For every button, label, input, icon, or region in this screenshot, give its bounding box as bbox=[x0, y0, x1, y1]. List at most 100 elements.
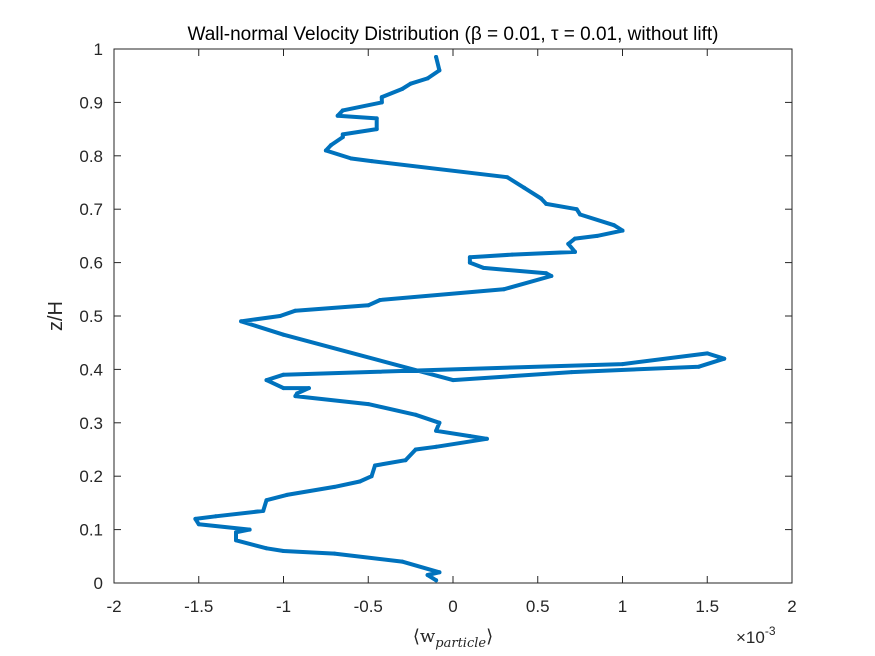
data-point bbox=[306, 386, 311, 391]
data-point bbox=[434, 578, 439, 583]
data-point bbox=[323, 148, 328, 153]
y-tick-label: 0.1 bbox=[79, 521, 103, 540]
data-point bbox=[264, 378, 269, 383]
y-tick-label: 1 bbox=[94, 40, 103, 59]
data-point bbox=[544, 201, 549, 206]
y-tick-label: 0.6 bbox=[79, 254, 103, 273]
x-axis-multiplier-exponent: -3 bbox=[765, 624, 776, 638]
data-point bbox=[425, 76, 430, 81]
data-point bbox=[193, 516, 198, 521]
data-point bbox=[574, 207, 579, 212]
data-point bbox=[705, 351, 710, 356]
data-point bbox=[467, 255, 472, 260]
data-point bbox=[549, 274, 554, 278]
data-point bbox=[620, 228, 625, 233]
data-point bbox=[437, 420, 442, 425]
data-points bbox=[193, 55, 727, 583]
data-point bbox=[467, 260, 472, 265]
data-point bbox=[510, 252, 515, 257]
x-tick-labels: -2 -1.5 -1 -0.5 0 0.5 1 1.5 2 bbox=[106, 597, 796, 616]
data-point bbox=[369, 159, 374, 164]
y-tick-label: 0.5 bbox=[79, 307, 103, 326]
x-tick-label: -2 bbox=[106, 597, 121, 616]
x-tick-label: 1.5 bbox=[695, 597, 719, 616]
data-point bbox=[335, 113, 340, 118]
data-point bbox=[400, 559, 405, 564]
data-point bbox=[278, 314, 283, 318]
data-point bbox=[234, 538, 238, 543]
data-point bbox=[569, 370, 574, 375]
x-tick-label: -1 bbox=[276, 597, 291, 616]
x-axis-multiplier-base: ×10 bbox=[736, 628, 765, 647]
data-point bbox=[722, 356, 727, 361]
data-point bbox=[573, 249, 577, 254]
data-point bbox=[340, 132, 345, 137]
data-point bbox=[281, 386, 286, 391]
data-point bbox=[437, 570, 442, 575]
data-point bbox=[501, 287, 506, 292]
x-tick-label: 2 bbox=[787, 597, 796, 616]
data-point bbox=[349, 156, 354, 161]
data-point bbox=[247, 527, 252, 532]
y-tick-label: 0.2 bbox=[79, 467, 103, 486]
data-point bbox=[578, 212, 583, 217]
data-point bbox=[357, 479, 362, 484]
data-point bbox=[281, 549, 286, 553]
data-point bbox=[481, 265, 486, 270]
x-tick-label: 0 bbox=[448, 597, 457, 616]
y-tick-label: 0 bbox=[94, 574, 103, 593]
data-point bbox=[374, 127, 379, 132]
data-point bbox=[378, 298, 383, 302]
y-tick-label: 0.3 bbox=[79, 414, 103, 433]
data-point bbox=[612, 223, 616, 228]
y-tick-label: 0.4 bbox=[79, 360, 103, 379]
data-point bbox=[573, 236, 577, 241]
data-point bbox=[293, 308, 298, 313]
data-point bbox=[408, 81, 413, 86]
data-point bbox=[340, 108, 345, 113]
data-point bbox=[696, 364, 701, 369]
data-point bbox=[434, 55, 439, 59]
data-point bbox=[403, 458, 408, 463]
x-axis-label-end: ⟩ bbox=[486, 626, 493, 647]
data-point bbox=[281, 332, 286, 337]
data-point bbox=[413, 447, 418, 452]
x-axis-label-subscript: particle bbox=[435, 636, 486, 651]
data-point bbox=[379, 100, 384, 105]
data-point bbox=[332, 484, 337, 489]
data-point bbox=[295, 391, 300, 396]
plot-area bbox=[113, 48, 793, 584]
y-axis-label: z/H bbox=[45, 301, 67, 331]
x-tick-label: -0.5 bbox=[354, 597, 383, 616]
data-point bbox=[369, 474, 374, 479]
data-point bbox=[620, 362, 625, 367]
data-point bbox=[566, 241, 571, 246]
data-point bbox=[434, 444, 439, 449]
data-point bbox=[261, 508, 266, 513]
data-point bbox=[332, 551, 337, 556]
data-point bbox=[437, 68, 442, 73]
y-tick-label: 0.9 bbox=[79, 93, 103, 112]
data-point bbox=[434, 428, 439, 433]
chart-title: Wall-normal Velocity Distribution (β = 0… bbox=[188, 24, 719, 45]
data-point bbox=[239, 319, 244, 324]
data-point bbox=[522, 185, 527, 190]
data-point bbox=[400, 87, 405, 91]
data-point bbox=[505, 175, 510, 180]
data-point bbox=[373, 463, 377, 468]
data-point bbox=[196, 522, 201, 527]
x-tick-label: 0.5 bbox=[526, 597, 550, 616]
x-axis-multiplier: ×10-3 bbox=[736, 624, 776, 647]
data-point bbox=[281, 372, 286, 377]
data-point bbox=[425, 573, 430, 577]
data-point bbox=[595, 233, 600, 238]
data-point bbox=[284, 492, 289, 497]
y-tick-labels: 0 0.1 0.2 0.3 0.4 0.5 0.6 0.7 0.8 0.9 1 bbox=[79, 40, 103, 593]
y-tick-label: 0.7 bbox=[79, 200, 103, 219]
x-axis-label: ⟨wparticle⟩ bbox=[413, 626, 493, 651]
data-point bbox=[234, 530, 238, 535]
data-point bbox=[451, 378, 455, 383]
data-point bbox=[264, 546, 269, 551]
data-point bbox=[374, 116, 379, 121]
